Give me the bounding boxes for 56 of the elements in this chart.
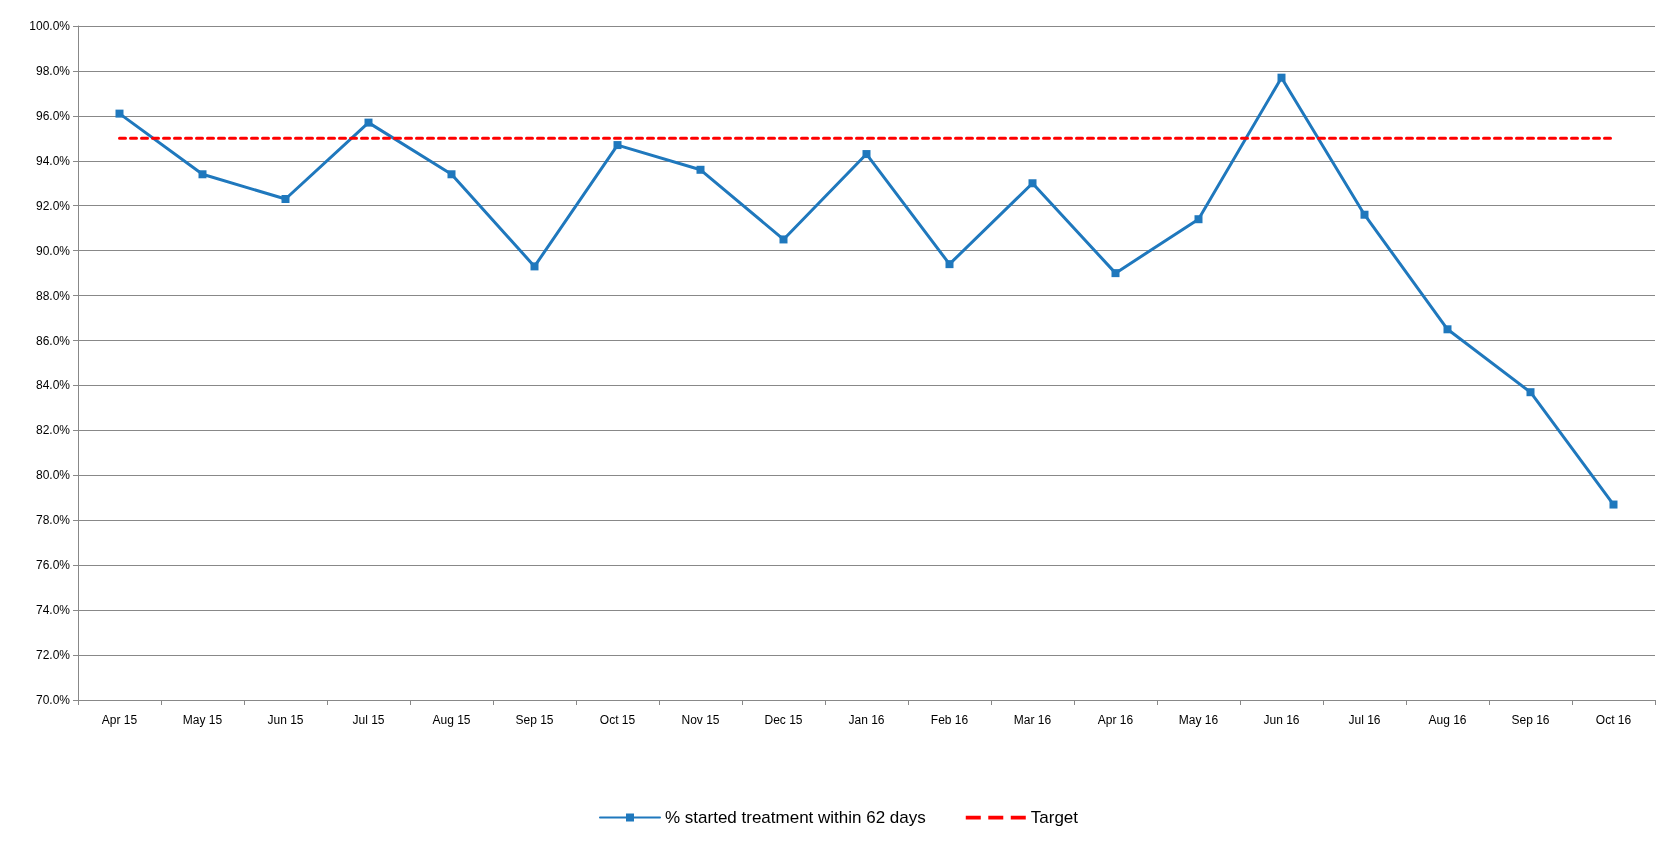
point [281,194,290,203]
point [1194,215,1203,224]
y-tick-label: 80.0% [35,468,71,483]
legend-label: % started treatment within 62 days [664,808,926,827]
y-tick-label: 90.0% [35,243,71,258]
point [862,150,871,159]
y-tick-label: 94.0% [35,153,71,168]
y-tick-label: 92.0% [35,198,71,213]
y-tick-label: 84.0% [35,378,71,393]
x-tick-label: Jun 16 [1263,713,1300,727]
x-tick-label: Apr 15 [101,713,138,727]
y-tick-label: 74.0% [35,603,71,618]
y-tick-label: 72.0% [35,648,71,663]
y-tick-label: 88.0% [35,288,71,303]
point [1111,269,1120,278]
point [364,118,373,127]
x-tick-label: Nov 15 [681,713,720,727]
y-tick-label: 86.0% [35,333,71,348]
x-tick-label: Sep 16 [1511,713,1550,727]
point [613,141,622,150]
point [447,170,456,179]
point [115,109,124,118]
point [1277,73,1286,82]
point [530,262,539,271]
point [696,165,705,174]
x-tick-label: Oct 15 [599,713,636,727]
x-tick-label: Jul 16 [1348,713,1381,727]
y-tick-label: 98.0% [35,63,71,78]
x-tick-label: May 15 [182,713,223,727]
point [779,235,788,244]
point [1360,210,1369,219]
point [198,170,207,179]
y-tick-label: 76.0% [35,558,71,573]
x-tick-label: Jul 15 [352,713,385,727]
x-tick-label: May 16 [1178,713,1219,727]
point [1028,179,1037,188]
y-tick-label: 78.0% [35,513,71,528]
legend-label: Target [1030,808,1079,827]
x-tick-label: Jun 15 [267,713,304,727]
x-tick-label: Apr 16 [1097,713,1134,727]
y-tick-label: 100.0% [29,19,71,33]
point [1526,388,1535,397]
point [1443,325,1452,334]
x-tick-label: Aug 15 [432,713,471,727]
x-tick-label: Oct 16 [1595,713,1632,727]
x-tick-label: Jan 16 [848,713,885,727]
x-tick-label: Feb 16 [930,713,969,727]
point [945,260,954,269]
x-tick-label: Aug 16 [1428,713,1467,727]
y-tick-label: 96.0% [35,108,71,123]
x-tick-label: Mar 16 [1013,713,1052,727]
y-tick-label: 70.0% [35,693,71,707]
x-tick-label: Sep 15 [515,713,554,727]
y-tick-label: 82.0% [35,423,71,438]
x-tick-label: Dec 15 [764,713,803,727]
point [1609,500,1618,509]
